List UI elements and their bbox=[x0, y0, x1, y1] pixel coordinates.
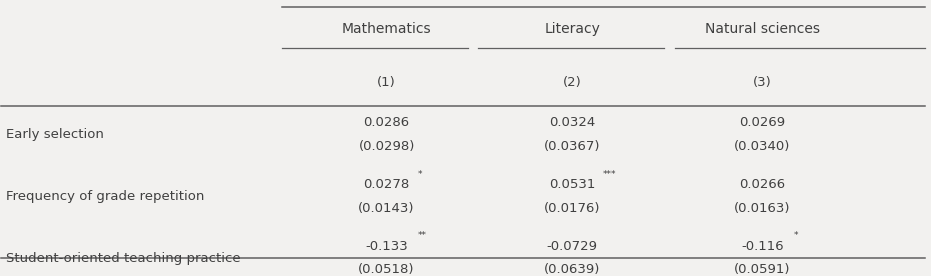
Text: 0.0269: 0.0269 bbox=[739, 116, 786, 129]
Text: (0.0591): (0.0591) bbox=[735, 263, 790, 276]
Text: (3): (3) bbox=[753, 76, 772, 89]
Text: (1): (1) bbox=[377, 76, 396, 89]
Text: (2): (2) bbox=[563, 76, 582, 89]
Text: (0.0340): (0.0340) bbox=[735, 140, 790, 153]
Text: Early selection: Early selection bbox=[6, 128, 104, 141]
Text: (0.0143): (0.0143) bbox=[358, 202, 415, 215]
Text: -0.133: -0.133 bbox=[365, 240, 408, 253]
Text: Frequency of grade repetition: Frequency of grade repetition bbox=[6, 190, 205, 203]
Text: Literacy: Literacy bbox=[545, 22, 600, 36]
Text: (0.0298): (0.0298) bbox=[358, 140, 415, 153]
Text: 0.0324: 0.0324 bbox=[549, 116, 595, 129]
Text: Mathematics: Mathematics bbox=[342, 22, 431, 36]
Text: *: * bbox=[417, 170, 422, 179]
Text: Student-oriented teaching practice: Student-oriented teaching practice bbox=[6, 251, 240, 265]
Text: **: ** bbox=[417, 231, 426, 240]
Text: -0.0729: -0.0729 bbox=[546, 240, 598, 253]
Text: Natural sciences: Natural sciences bbox=[705, 22, 820, 36]
Text: (0.0163): (0.0163) bbox=[735, 202, 790, 215]
Text: (0.0518): (0.0518) bbox=[358, 263, 415, 276]
Text: ***: *** bbox=[603, 170, 616, 179]
Text: 0.0278: 0.0278 bbox=[363, 178, 410, 191]
Text: 0.0531: 0.0531 bbox=[549, 178, 596, 191]
Text: (0.0176): (0.0176) bbox=[544, 202, 600, 215]
Text: -0.116: -0.116 bbox=[741, 240, 784, 253]
Text: (0.0639): (0.0639) bbox=[544, 263, 600, 276]
Text: *: * bbox=[793, 231, 798, 240]
Text: 0.0286: 0.0286 bbox=[363, 116, 410, 129]
Text: 0.0266: 0.0266 bbox=[739, 178, 786, 191]
Text: (0.0367): (0.0367) bbox=[544, 140, 600, 153]
